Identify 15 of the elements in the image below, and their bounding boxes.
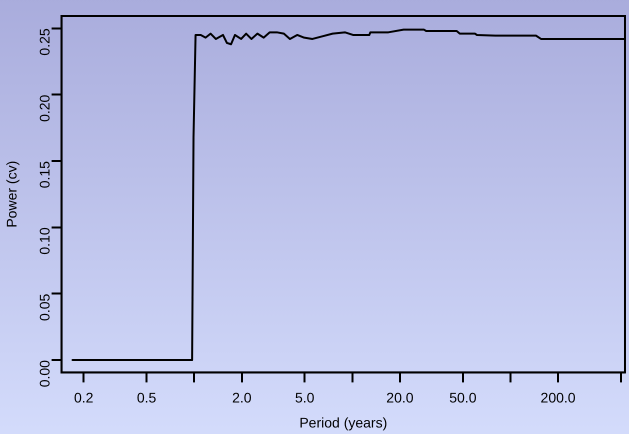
x-tick-label: 20.0 <box>386 390 414 406</box>
x-tick-label: 0.2 <box>74 390 94 406</box>
y-tick-label: 0.10 <box>36 227 52 255</box>
y-axis-title: Power (cv) <box>3 160 20 228</box>
x-tick-label: 50.0 <box>449 390 477 406</box>
y-tick-label: 0.00 <box>36 360 52 388</box>
y-tick-label: 0.20 <box>36 94 52 122</box>
y-tick-label: 0.15 <box>36 160 52 188</box>
y-tick-label: 0.05 <box>36 294 52 321</box>
x-tick-label: 200.0 <box>540 390 576 406</box>
x-tick-label: 0.5 <box>136 390 157 406</box>
x-tick-label: 2.0 <box>232 390 252 406</box>
y-tick-label: 0.25 <box>36 28 52 56</box>
x-axis-title: Period (years) <box>299 414 388 430</box>
x-tick-label: 5.0 <box>295 390 315 406</box>
